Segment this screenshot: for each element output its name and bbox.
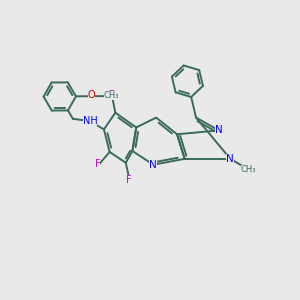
Text: O: O xyxy=(88,90,95,100)
Text: CH₃: CH₃ xyxy=(103,91,119,100)
Text: NH: NH xyxy=(82,116,98,126)
Text: N: N xyxy=(226,154,234,164)
Text: N: N xyxy=(215,125,223,135)
Text: F: F xyxy=(95,159,100,169)
Text: N: N xyxy=(149,160,157,170)
Text: CH₃: CH₃ xyxy=(241,165,256,174)
Text: F: F xyxy=(110,90,115,100)
Text: F: F xyxy=(127,175,132,185)
